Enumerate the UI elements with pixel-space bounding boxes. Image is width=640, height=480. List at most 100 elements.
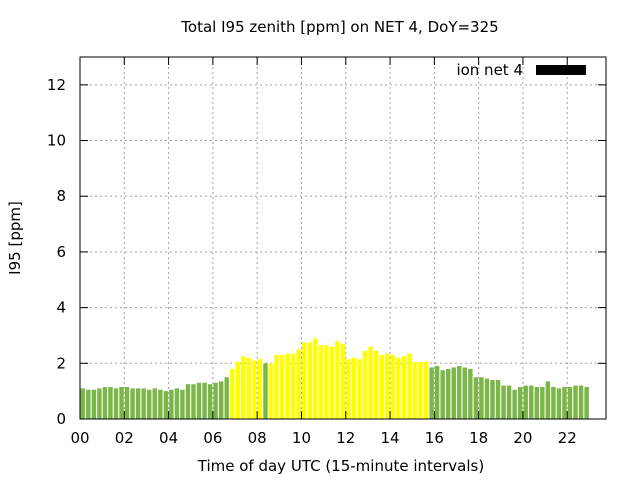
bar bbox=[534, 386, 540, 419]
x-tick-label: 16 bbox=[425, 429, 444, 447]
bar bbox=[484, 378, 490, 419]
y-tick-label: 2 bbox=[56, 354, 66, 372]
legend: ion net 4 bbox=[456, 61, 586, 79]
bar bbox=[407, 353, 412, 419]
bar bbox=[473, 377, 479, 419]
bar bbox=[351, 357, 357, 419]
bar bbox=[246, 357, 252, 419]
bar bbox=[545, 381, 551, 419]
bar bbox=[374, 350, 379, 419]
bar bbox=[102, 386, 108, 419]
bar bbox=[279, 354, 285, 419]
y-tick-label: 12 bbox=[47, 76, 66, 94]
bar bbox=[130, 388, 135, 419]
x-tick-label: 22 bbox=[558, 429, 577, 447]
bar bbox=[584, 386, 589, 419]
bar bbox=[263, 363, 268, 419]
bar bbox=[307, 342, 312, 419]
x-tick-label: 08 bbox=[248, 429, 267, 447]
bar bbox=[512, 389, 517, 419]
bar bbox=[434, 366, 440, 419]
bar bbox=[457, 366, 462, 419]
bars bbox=[80, 338, 589, 419]
bar bbox=[346, 359, 351, 419]
x-tick-label: 02 bbox=[115, 429, 134, 447]
bar bbox=[252, 360, 257, 419]
chart-title: Total I95 zenith [ppm] on NET 4, DoY=325 bbox=[180, 18, 498, 36]
bar bbox=[163, 391, 169, 419]
bar bbox=[185, 384, 191, 419]
bar bbox=[551, 386, 556, 419]
bar bbox=[379, 354, 384, 419]
bar bbox=[196, 382, 202, 419]
bar bbox=[318, 345, 324, 419]
bar bbox=[578, 385, 584, 419]
bar bbox=[490, 380, 495, 419]
bar bbox=[141, 388, 146, 419]
legend-label: ion net 4 bbox=[456, 61, 523, 79]
bar bbox=[357, 359, 362, 419]
bar bbox=[124, 386, 130, 419]
bar bbox=[556, 388, 562, 419]
bar bbox=[119, 386, 124, 419]
bar bbox=[180, 389, 185, 419]
x-tick-label: 04 bbox=[159, 429, 178, 447]
bar bbox=[451, 367, 456, 419]
x-tick-label: 20 bbox=[513, 429, 532, 447]
bar bbox=[135, 388, 141, 419]
grid bbox=[80, 57, 606, 419]
bar bbox=[80, 388, 85, 419]
x-axis-label: Time of day UTC (15-minute intervals) bbox=[197, 457, 484, 475]
bar bbox=[418, 361, 423, 419]
bar bbox=[191, 384, 196, 419]
y-axis-label: I95 [ppm] bbox=[6, 201, 24, 275]
x-tick-label: 10 bbox=[292, 429, 311, 447]
bar bbox=[313, 338, 318, 419]
x-tick-label: 14 bbox=[381, 429, 400, 447]
bar bbox=[401, 356, 407, 419]
bar bbox=[213, 382, 218, 419]
bar bbox=[285, 353, 290, 419]
y-tick-label: 6 bbox=[56, 243, 66, 261]
y-tick-label: 10 bbox=[47, 132, 66, 150]
bar bbox=[567, 386, 573, 419]
bar bbox=[97, 388, 102, 419]
x-tick-label: 06 bbox=[203, 429, 222, 447]
bar bbox=[362, 350, 368, 419]
bar bbox=[501, 385, 506, 419]
bar bbox=[113, 388, 119, 419]
bar bbox=[523, 385, 528, 419]
bar bbox=[335, 341, 340, 419]
bar bbox=[390, 354, 396, 419]
bar bbox=[495, 380, 501, 419]
bar bbox=[224, 377, 229, 419]
bar bbox=[108, 386, 113, 419]
y-tick-label: 0 bbox=[56, 410, 66, 428]
legend-swatch bbox=[536, 65, 586, 75]
y-tick-label: 8 bbox=[56, 187, 66, 205]
bar bbox=[218, 381, 224, 419]
bar bbox=[202, 382, 207, 419]
bar bbox=[479, 377, 484, 419]
bar bbox=[517, 386, 523, 419]
bar bbox=[445, 368, 451, 419]
bar bbox=[340, 343, 346, 419]
bar bbox=[169, 389, 174, 419]
bar bbox=[296, 349, 301, 419]
bar bbox=[290, 353, 296, 419]
bar bbox=[462, 367, 468, 419]
bar bbox=[86, 389, 91, 419]
bar bbox=[158, 389, 163, 419]
bar bbox=[412, 361, 418, 419]
bar bbox=[506, 385, 512, 419]
bar bbox=[385, 353, 390, 419]
bar bbox=[368, 346, 373, 419]
bar bbox=[423, 361, 429, 419]
x-tick-label: 12 bbox=[336, 429, 355, 447]
plot-frame bbox=[79, 56, 607, 420]
bar bbox=[429, 367, 434, 419]
bar bbox=[529, 385, 534, 419]
bar bbox=[302, 342, 307, 419]
bar bbox=[329, 346, 335, 419]
